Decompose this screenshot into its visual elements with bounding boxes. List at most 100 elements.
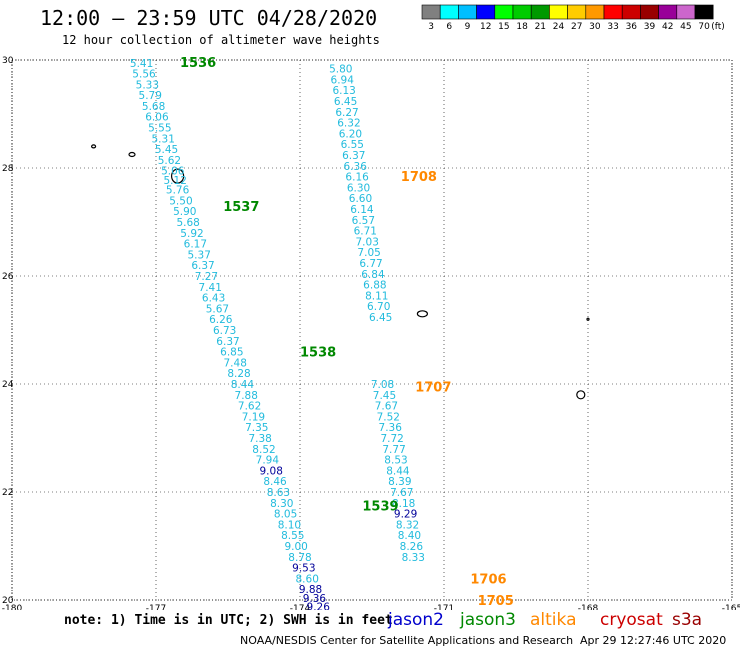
island-outline xyxy=(416,310,428,318)
swh-value: 5.45 xyxy=(155,144,178,156)
swh-value: 5.67 xyxy=(206,303,229,315)
swh-value: 6.84 xyxy=(361,269,385,281)
swh-value: 7.41 xyxy=(199,282,222,294)
swh-value: 5.37 xyxy=(188,249,211,261)
swh-value: 7.19 xyxy=(242,411,265,423)
swh-value: 8.46 xyxy=(263,476,287,488)
lon-tick-label: -171 xyxy=(434,604,454,610)
lat-tick-label: 22 xyxy=(2,488,13,498)
swh-value: 6.37 xyxy=(342,150,365,162)
swh-value: 5.79 xyxy=(139,90,162,102)
swh-value: 8.05 xyxy=(274,509,297,521)
pass-time-label: 1536 xyxy=(180,56,216,71)
swh-value: 6.30 xyxy=(347,182,370,194)
lat-tick-label: 26 xyxy=(2,272,14,282)
swh-value: 6.60 xyxy=(349,193,372,205)
swh-value: 7.94 xyxy=(256,455,280,467)
swh-value: 8.32 xyxy=(396,519,419,531)
swh-value: 5.90 xyxy=(173,206,196,218)
swh-value: 9.53 xyxy=(292,563,315,575)
swh-value: 7.38 xyxy=(248,433,271,445)
swh-value: 7.08 xyxy=(371,379,394,391)
swh-value: 5.55 xyxy=(148,123,171,135)
satellite-jason3: jason3 xyxy=(460,610,516,630)
track-1708: 5.806.946.136.456.276.326.206.556.376.36… xyxy=(329,64,392,324)
swh-value: 5.92 xyxy=(180,228,203,240)
generated-timestamp: Apr 29 12:27:46 UTC 2020 xyxy=(580,634,727,647)
swh-value: 5.62 xyxy=(158,155,181,167)
pass-time-label: 1705 xyxy=(478,594,514,609)
lon-tick-label: -174 xyxy=(290,604,311,610)
track-1536: 5.415.565.335.795.686.065.555.315.455.62… xyxy=(130,58,330,610)
swh-value: 5.33 xyxy=(136,79,159,91)
satellite-jason2: jason2 xyxy=(388,610,444,630)
swh-value: 6.32 xyxy=(337,118,360,130)
island-outline xyxy=(586,317,590,321)
island-outline xyxy=(171,168,185,184)
lon-tick-label: -165 xyxy=(722,604,740,610)
swh-value: 6.70 xyxy=(367,301,390,313)
swh-value: 6.94 xyxy=(331,74,355,86)
lat-tick-label: 24 xyxy=(2,380,14,390)
swh-value: 7.45 xyxy=(373,390,396,402)
swh-value: 7.67 xyxy=(375,401,398,413)
swh-value: 6.73 xyxy=(213,325,236,337)
island-outline xyxy=(90,144,97,149)
swh-value: 9.88 xyxy=(299,584,322,596)
swh-value: 7.48 xyxy=(224,357,247,369)
swh-value: 6.14 xyxy=(350,204,374,216)
swh-value: 5.68 xyxy=(142,101,165,113)
pass-time-label: 1707 xyxy=(415,381,451,396)
pass-time-label: 1706 xyxy=(470,572,506,587)
swh-value: 5.80 xyxy=(329,64,352,76)
swh-value: 8.52 xyxy=(252,444,275,456)
track-1707: 7.087.457.677.527.367.727.778.538.448.39… xyxy=(371,379,425,564)
lon-tick-label: -180 xyxy=(2,604,23,610)
swh-value: 7.03 xyxy=(356,236,379,248)
swh-value: 8.40 xyxy=(398,530,421,542)
swh-value: 6.17 xyxy=(184,239,207,251)
map-subtitle: 12 hour collection of altimeter wave hei… xyxy=(62,33,380,47)
swh-value: 8.63 xyxy=(267,487,290,499)
swh-value: 5.31 xyxy=(152,133,175,145)
swh-value: 5.50 xyxy=(169,195,192,207)
lat-tick-label: 28 xyxy=(2,164,14,174)
swh-value: 8.26 xyxy=(400,541,424,553)
swh-value: 7.36 xyxy=(379,422,403,434)
swh-value: 9.29 xyxy=(394,509,417,521)
lon-tick-label: -177 xyxy=(146,604,166,610)
swh-value: 6.45 xyxy=(334,96,357,108)
swh-value: 6.57 xyxy=(352,215,375,227)
swh-value: 9.26 xyxy=(307,601,331,610)
swh-value: 8.44 xyxy=(386,465,410,477)
swh-value: 7.52 xyxy=(377,411,400,423)
island-outline xyxy=(128,151,136,158)
wave-height-map: -180 -177 -174 -171 -168 -165 30 28 26 24 22 20 5.41… xyxy=(2,56,740,610)
swh-value: 6.27 xyxy=(335,107,358,119)
swh-value: 6.20 xyxy=(339,128,362,140)
map-title: 12:00 – 23:59 UTC 04/28/2020 xyxy=(40,6,378,30)
island-outline xyxy=(576,390,586,400)
swh-value: 6.37 xyxy=(191,260,214,272)
swh-value: 6.36 xyxy=(344,161,368,173)
lat-tick-label: 20 xyxy=(2,596,14,606)
swh-value: 7.35 xyxy=(245,422,268,434)
swh-value: 5.06 xyxy=(161,166,185,178)
swh-value: 6.37 xyxy=(216,336,239,348)
swh-value: 8.28 xyxy=(227,368,250,380)
swh-value: 6.85 xyxy=(220,347,243,359)
swh-value: 9.36 xyxy=(303,593,327,605)
swh-value: 7.67 xyxy=(390,487,413,499)
map-frame xyxy=(11,59,733,601)
swh-value: 8.78 xyxy=(288,552,311,564)
satellite-cryosat: cryosat xyxy=(600,610,663,630)
satellite-s3a: s3a xyxy=(672,610,703,630)
swh-value: 7.62 xyxy=(238,401,261,413)
lat-tick-label: 30 xyxy=(2,56,14,66)
swh-value: 8.44 xyxy=(231,379,255,391)
pass-time-label: 1537 xyxy=(223,200,259,215)
swh-value: 6.77 xyxy=(359,258,382,270)
swh-value: 7.88 xyxy=(235,390,258,402)
swh-value: 8.53 xyxy=(384,455,407,467)
swh-value: 8.60 xyxy=(296,573,319,585)
